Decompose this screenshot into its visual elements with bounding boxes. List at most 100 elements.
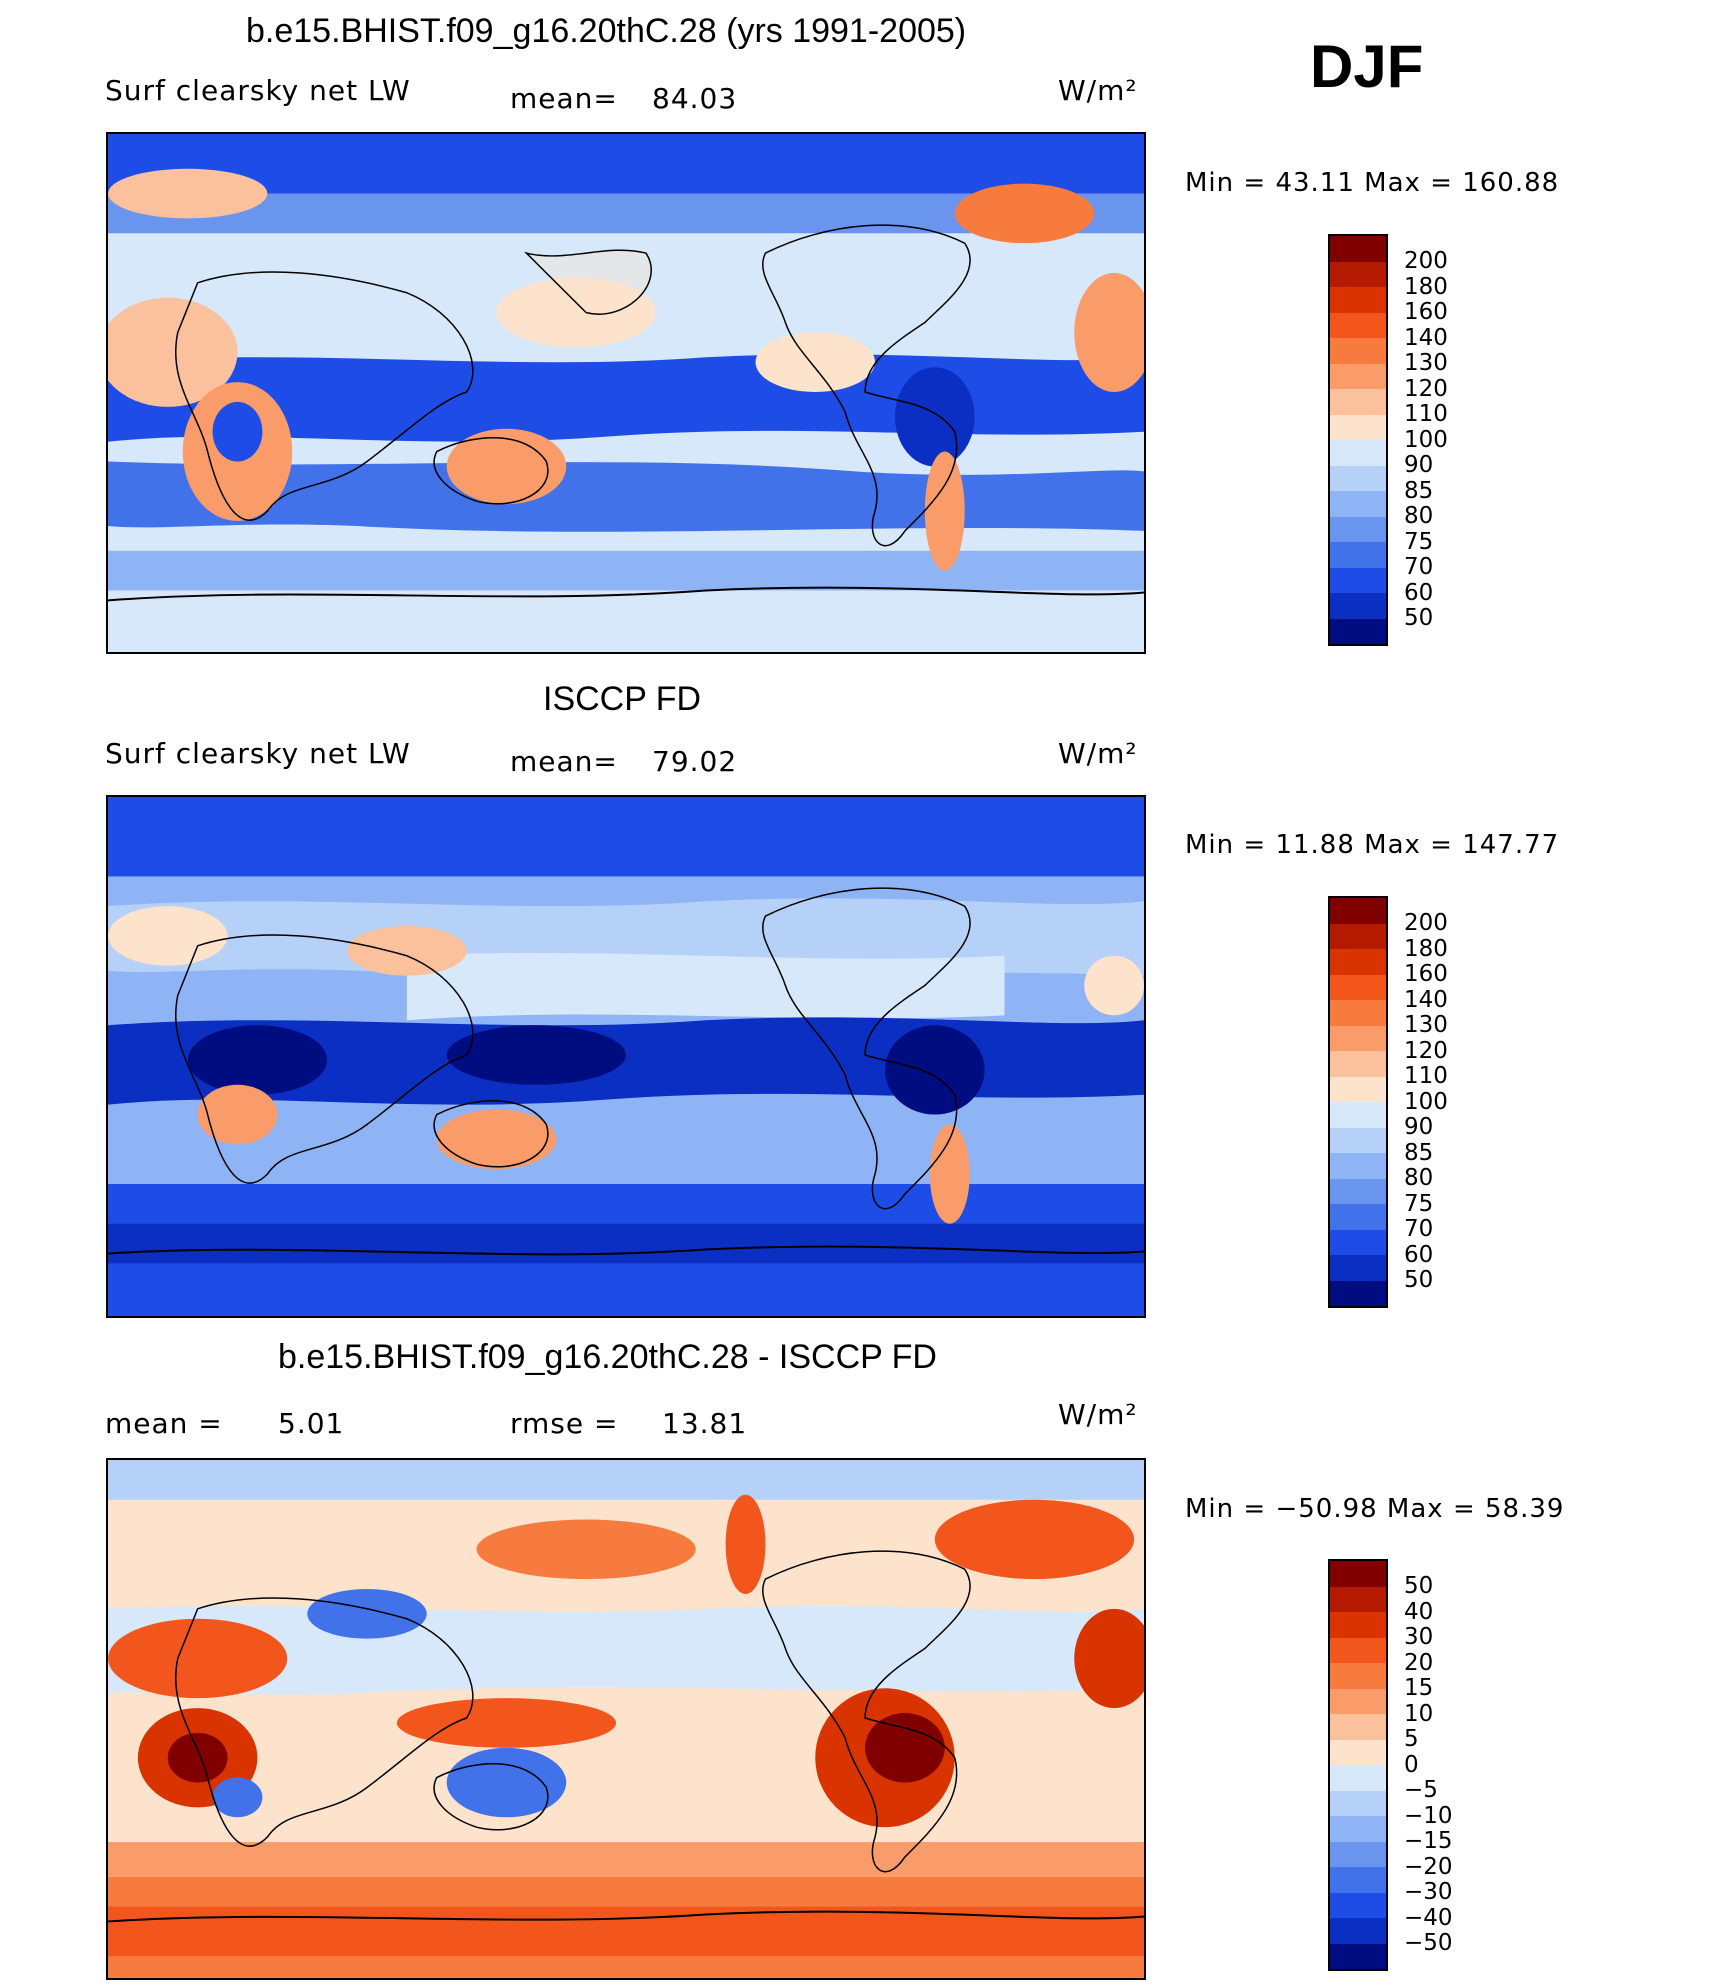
colorbar-level-label: 75 — [1404, 1190, 1434, 1217]
panel3-map — [106, 1458, 1146, 1980]
panel1-title: b.e15.BHIST.f09_g16.20thC.28 (yrs 1991-2… — [246, 12, 967, 50]
colorbar-level-label: 160 — [1404, 299, 1448, 325]
colorbar-segment — [1330, 1688, 1386, 1714]
colorbar-level-label: 110 — [1404, 401, 1448, 427]
colorbar-segment — [1330, 1892, 1386, 1918]
colorbar-level-label: 140 — [1404, 324, 1448, 351]
colorbar-segment — [1330, 491, 1386, 517]
colorbar-segment — [1330, 1076, 1386, 1102]
colorbar-segment — [1330, 1586, 1386, 1612]
colorbar-segment — [1330, 1561, 1386, 1587]
colorbar-segment — [1330, 1918, 1386, 1944]
colorbar-segment — [1330, 1204, 1386, 1230]
colorbar-segment — [1330, 261, 1386, 287]
colorbar-segment — [1330, 1867, 1386, 1893]
panel2-title: ISCCP FD — [543, 680, 702, 718]
colorbar-segment — [1330, 1663, 1386, 1689]
colorbar-level-label: 140 — [1404, 986, 1448, 1013]
colorbar-level-label: 60 — [1404, 1241, 1434, 1268]
colorbar-level-label: 15 — [1404, 1675, 1434, 1701]
colorbar-level-label: 120 — [1404, 1037, 1448, 1064]
colorbar-level-label: 160 — [1404, 961, 1448, 987]
colorbar-segment — [1330, 1841, 1386, 1867]
colorbar-level-label: 70 — [1404, 1216, 1434, 1242]
colorbar-level-label: 85 — [1404, 477, 1434, 504]
colorbar-segment — [1330, 1280, 1386, 1306]
panel1-minmax: Min = 43.11 Max = 160.88 — [1185, 168, 1560, 198]
colorbar-segment — [1330, 1127, 1386, 1153]
colorbar-segment — [1330, 338, 1386, 364]
colorbar-level-label: 90 — [1404, 452, 1434, 478]
panel3-mean-label: mean = — [105, 1407, 223, 1440]
colorbar-segment — [1330, 363, 1386, 389]
colorbar-level-label: 200 — [1404, 248, 1448, 274]
panel3-mean-value: 5.01 — [278, 1407, 345, 1440]
colorbar-segment — [1330, 974, 1386, 1000]
season-label: DJF — [1310, 33, 1424, 100]
colorbar-segment — [1330, 1051, 1386, 1077]
colorbar-level-label: −50 — [1404, 1930, 1453, 1956]
colorbar-level-label: 20 — [1404, 1649, 1434, 1676]
colorbar-segment — [1330, 440, 1386, 466]
colorbar-segment — [1330, 1816, 1386, 1842]
panel2-minmax: Min = 11.88 Max = 147.77 — [1185, 830, 1560, 860]
colorbar-level-label: 180 — [1404, 273, 1448, 300]
colorbar-level-label: 40 — [1404, 1598, 1434, 1625]
colorbar-segment — [1330, 1637, 1386, 1663]
colorbar-segment — [1330, 618, 1386, 644]
panel3-title: b.e15.BHIST.f09_g16.20thC.28 - ISCCP FD — [278, 1338, 937, 1376]
colorbar-level-label: 120 — [1404, 375, 1448, 402]
colorbar-segment — [1330, 312, 1386, 338]
panel3-rmse-value: 13.81 — [662, 1407, 748, 1440]
colorbar-segment — [1330, 1102, 1386, 1128]
colorbar-level-label: 180 — [1404, 935, 1448, 962]
panel1-mean-label: mean= — [510, 82, 618, 115]
colorbar-segment — [1330, 1178, 1386, 1204]
panel3-colorbar — [1328, 1559, 1388, 1971]
panel2-colorbar — [1328, 896, 1388, 1308]
colorbar-segment — [1330, 1765, 1386, 1791]
panel2-unit-label: W/m² — [1058, 737, 1138, 770]
colorbar-segment — [1330, 1255, 1386, 1281]
colorbar-segment — [1330, 1943, 1386, 1969]
colorbar-level-label: 130 — [1404, 350, 1448, 376]
colorbar-level-label: −15 — [1404, 1828, 1453, 1854]
colorbar-level-label: 130 — [1404, 1012, 1448, 1038]
colorbar-level-label: 60 — [1404, 579, 1434, 606]
colorbar-segment — [1330, 516, 1386, 542]
colorbar-segment — [1330, 1000, 1386, 1026]
colorbar-level-label: 75 — [1404, 528, 1434, 555]
panel1-map-svg — [108, 134, 1144, 652]
colorbar-segment — [1330, 1025, 1386, 1051]
colorbar-segment — [1330, 1229, 1386, 1255]
colorbar-segment — [1330, 542, 1386, 568]
panel2-variable-label: Surf clearsky net LW — [105, 737, 411, 770]
panel1-variable-label: Surf clearsky net LW — [105, 74, 411, 107]
colorbar-segment — [1330, 465, 1386, 491]
panel3-rmse-label: rmse = — [510, 1407, 619, 1440]
panel1-mean-value: 84.03 — [652, 82, 738, 115]
panel2-mean-label: mean= — [510, 745, 618, 778]
colorbar-level-label: 70 — [1404, 554, 1434, 580]
colorbar-segment — [1330, 1790, 1386, 1816]
colorbar-segment — [1330, 898, 1386, 924]
colorbar-level-label: 30 — [1404, 1624, 1434, 1650]
colorbar-level-label: −5 — [1404, 1777, 1438, 1803]
panel3-minmax: Min = −50.98 Max = 58.39 — [1185, 1494, 1565, 1524]
colorbar-segment — [1330, 567, 1386, 593]
colorbar-segment — [1330, 949, 1386, 975]
colorbar-level-label: 5 — [1404, 1726, 1419, 1752]
colorbar-segment — [1330, 1739, 1386, 1765]
colorbar-level-label: 90 — [1404, 1114, 1434, 1140]
colorbar-level-label: −20 — [1404, 1853, 1453, 1880]
colorbar-level-label: −30 — [1404, 1879, 1453, 1905]
colorbar-segment — [1330, 923, 1386, 949]
colorbar-segment — [1330, 414, 1386, 440]
colorbar-segment — [1330, 287, 1386, 313]
colorbar-level-label: 80 — [1404, 1165, 1434, 1191]
colorbar-level-label: −40 — [1404, 1904, 1453, 1931]
colorbar-level-label: −10 — [1404, 1802, 1453, 1829]
panel2-map — [106, 795, 1146, 1318]
colorbar-segment — [1330, 1612, 1386, 1638]
colorbar-level-label: 10 — [1404, 1700, 1434, 1727]
